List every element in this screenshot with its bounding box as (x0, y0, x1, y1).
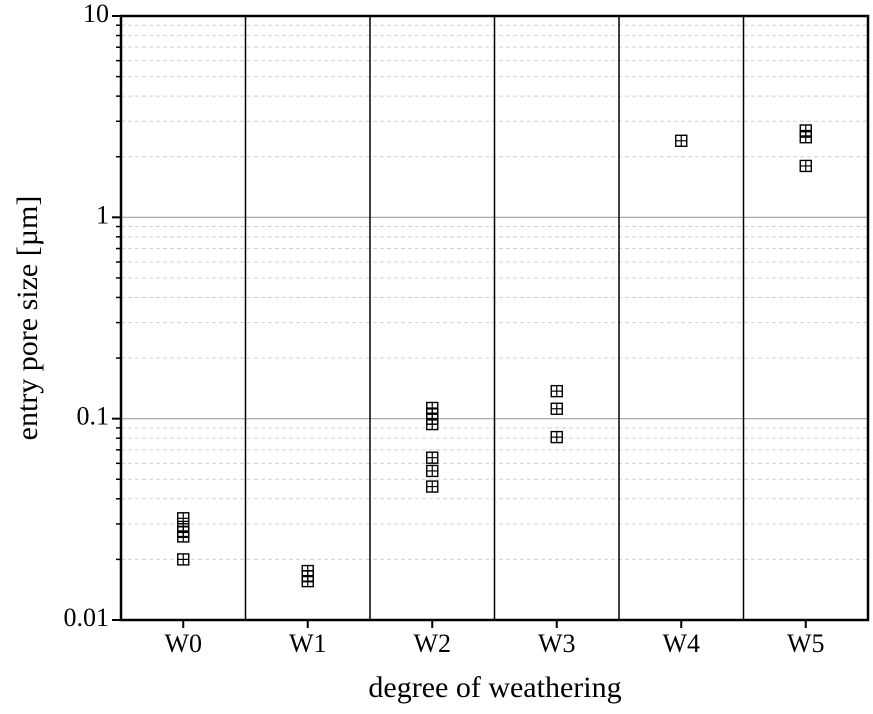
marker (426, 451, 439, 464)
y-tick-label: 0.01 (64, 603, 110, 632)
x-tick-label: W1 (289, 629, 327, 658)
x-tick-label: W0 (164, 629, 202, 658)
x-tick-label: W3 (538, 629, 576, 658)
marker (426, 464, 439, 478)
x-tick-label: W2 (413, 629, 451, 658)
marker (301, 574, 314, 588)
x-axis-title: degree of weathering (368, 671, 621, 704)
marker (675, 134, 688, 147)
y-tick-label: 0.1 (77, 402, 110, 431)
marker (177, 530, 190, 543)
marker (550, 430, 563, 444)
y-axis-title: entry pore size [µm] (11, 196, 44, 441)
y-tick-label: 1 (96, 200, 109, 229)
marker (426, 480, 439, 493)
marker (426, 417, 439, 431)
x-tick-label: W4 (662, 629, 700, 658)
marker (177, 553, 190, 566)
x-tick-label: W5 (787, 629, 825, 658)
marker (550, 402, 563, 415)
marker (799, 159, 812, 173)
marker (550, 384, 563, 398)
marker (799, 131, 812, 144)
y-tick-label: 10 (83, 0, 109, 28)
plot-frame (119, 14, 870, 622)
